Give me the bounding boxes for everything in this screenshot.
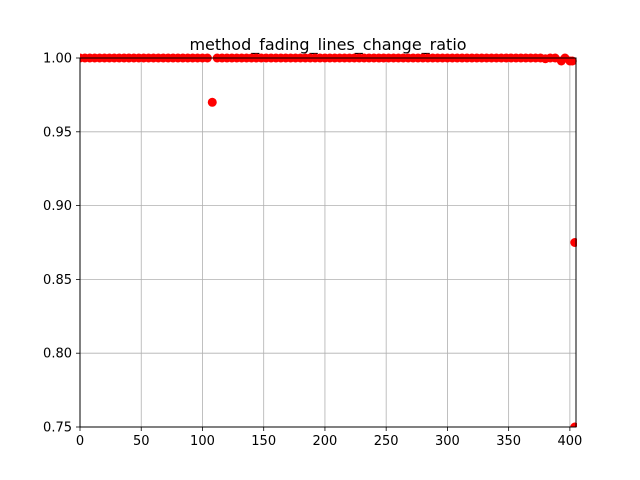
data-point [207,97,217,107]
grid [79,57,576,428]
y-tick-label: 0.85 [43,273,72,288]
x-tick-label: 300 [435,434,460,449]
axis-ticks: 0 50 100 150 200 250 300 350 400 0.75 0.80 0.85 0.90… [43,52,582,450]
data-points [80,53,577,427]
y-tick-label: 0.95 [43,125,72,140]
x-tick-label: 50 [133,434,150,449]
y-tick-label: 0.75 [43,421,72,436]
y-tick-label: 0.80 [43,347,72,362]
x-tick-label: 400 [557,434,582,449]
x-tick-label: 200 [313,434,338,449]
data-point [567,56,577,66]
plot-frame [79,57,577,428]
y-tick-label: 0.90 [43,199,72,214]
data-point [570,238,577,247]
x-tick-label: 350 [496,434,521,449]
data-point [570,422,577,427]
x-tick-label: 250 [374,434,399,449]
x-tick-label: 100 [190,434,215,449]
chart-title: method_fading_lines_change_ratio [189,35,466,55]
y-tick-label: 1.00 [43,52,72,67]
x-tick-label: 0 [76,434,84,449]
x-tick-label: 150 [251,434,276,449]
